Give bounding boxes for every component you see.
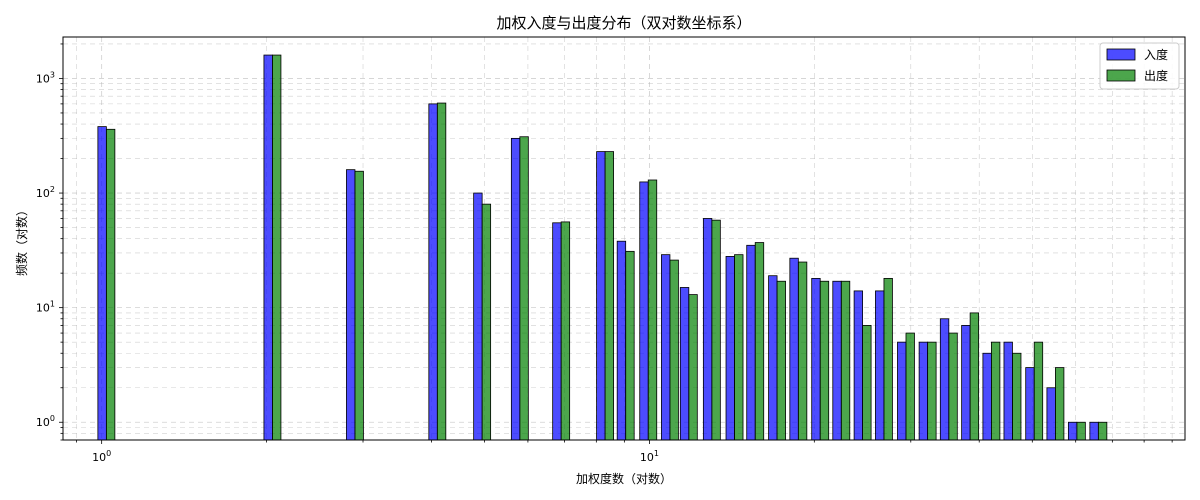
- legend-label-out: 出度: [1144, 68, 1168, 83]
- bar-out-degree: [1055, 367, 1065, 441]
- bar-in-degree: [1003, 341, 1013, 441]
- bar-out-degree: [1033, 341, 1044, 441]
- bar-out-degree: [560, 221, 571, 441]
- bar-out-degree: [1076, 421, 1086, 441]
- x-tick-label: 101: [640, 449, 659, 464]
- bar-out-degree: [625, 250, 635, 441]
- bar-in-degree: [473, 192, 483, 441]
- bar-out-degree: [776, 280, 786, 441]
- bar-in-degree: [679, 287, 690, 441]
- bars-layer: [97, 54, 1108, 441]
- bar-in-degree: [811, 277, 821, 441]
- bar-out-degree: [604, 151, 615, 441]
- bar-out-degree: [905, 332, 915, 441]
- bar-in-degree: [1067, 421, 1078, 441]
- bar-in-degree: [918, 341, 929, 441]
- bar-out-degree: [862, 325, 872, 441]
- bar-in-degree: [961, 325, 971, 441]
- bar-in-degree: [639, 181, 649, 441]
- bar-out-degree: [734, 254, 744, 441]
- legend-swatch-out: [1106, 69, 1136, 82]
- bar-in-degree: [1089, 421, 1099, 441]
- bar-in-degree: [616, 240, 627, 441]
- x-tick-label: 100: [92, 449, 111, 464]
- bar-out-degree: [927, 341, 937, 441]
- bar-in-degree: [661, 254, 671, 441]
- bar-out-degree: [1097, 421, 1108, 441]
- bar-in-degree: [746, 244, 756, 441]
- bar-in-degree: [702, 218, 713, 441]
- bar-in-degree: [1046, 387, 1056, 441]
- bar-out-degree: [883, 277, 893, 441]
- bar-out-degree: [519, 136, 529, 441]
- bar-in-degree: [768, 275, 778, 441]
- legend-label-in: 入度: [1144, 47, 1168, 62]
- bar-in-degree: [725, 256, 735, 441]
- y-tick-label: 100: [36, 414, 55, 429]
- bar-out-degree: [647, 179, 658, 441]
- bar-in-degree: [789, 257, 799, 441]
- y-tick-label: 103: [36, 70, 55, 85]
- bar-out-degree: [669, 259, 679, 441]
- bar-out-degree: [819, 280, 830, 441]
- bar-out-degree: [1012, 352, 1022, 441]
- legend: 入度 出度: [1099, 42, 1180, 90]
- x-axis-label: 加权度数（对数）: [576, 471, 672, 486]
- bar-in-degree: [263, 54, 273, 441]
- bar-in-degree: [97, 126, 107, 441]
- bar-in-degree: [897, 341, 907, 441]
- bar-in-degree: [832, 280, 842, 441]
- bar-in-degree: [982, 352, 992, 441]
- bar-out-degree: [272, 54, 282, 441]
- bar-out-degree: [797, 261, 808, 441]
- bar-in-degree: [552, 222, 562, 441]
- bar-out-degree: [969, 312, 980, 441]
- bar-in-degree: [875, 290, 885, 441]
- y-tick-label: 102: [36, 185, 55, 200]
- bar-out-degree: [688, 294, 698, 441]
- bar-out-degree: [990, 341, 1001, 441]
- bar-out-degree: [711, 219, 721, 441]
- y-tick-label: 101: [36, 300, 55, 315]
- bar-out-degree: [105, 128, 116, 441]
- chart-title: 加权入度与出度分布（双对数坐标系）: [496, 14, 751, 32]
- bar-in-degree: [428, 103, 438, 441]
- bar-in-degree: [510, 137, 521, 441]
- bar-out-degree: [481, 203, 492, 441]
- bar-in-degree: [939, 318, 950, 441]
- bar-out-degree: [436, 102, 447, 441]
- bar-in-degree: [596, 151, 606, 441]
- legend-swatch-in: [1106, 48, 1136, 61]
- bar-in-degree: [853, 290, 864, 441]
- bar-in-degree: [346, 169, 356, 441]
- y-axis-label: 频数（对数）: [14, 204, 29, 276]
- bar-out-degree: [354, 170, 364, 441]
- bar-out-degree: [948, 332, 958, 441]
- bar-out-degree: [754, 242, 765, 441]
- bar-out-degree: [840, 280, 851, 441]
- ticks-layer: 100 101 100 101 102 103: [36, 43, 1173, 464]
- bar-in-degree: [1025, 367, 1035, 441]
